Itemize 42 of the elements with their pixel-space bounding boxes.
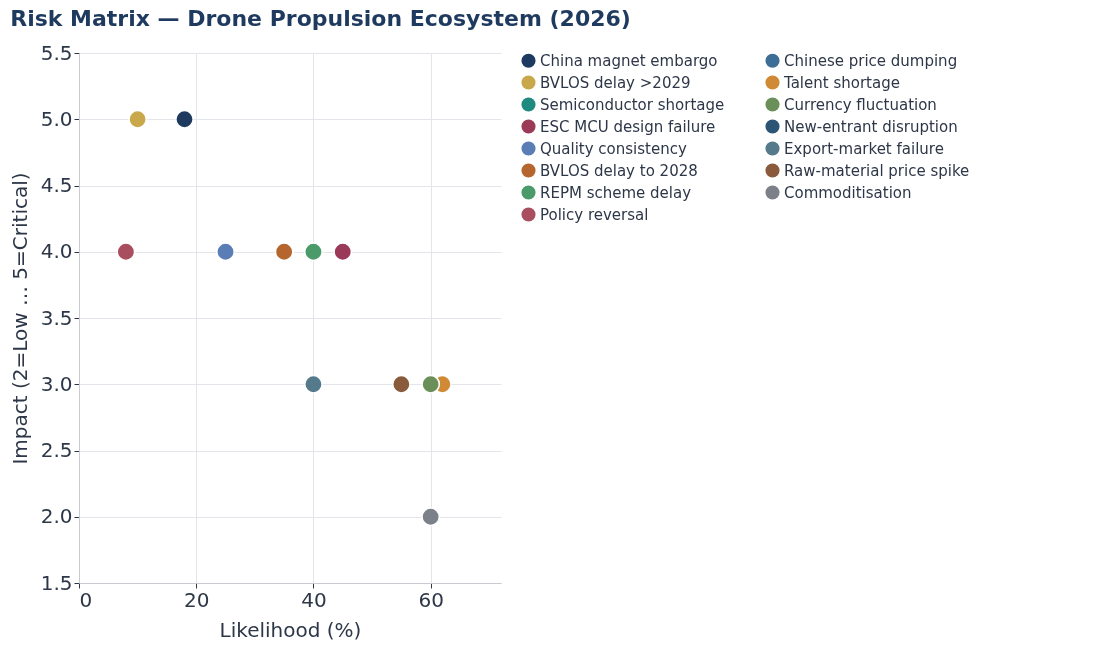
legend-label: BVLOS delay >2029 (540, 73, 691, 92)
legend-label: Commoditisation (784, 183, 912, 202)
point (304, 374, 323, 394)
point (116, 242, 136, 262)
point (274, 242, 294, 262)
legend-label: China magnet embargo (540, 51, 718, 70)
x-tick-label: 20 (184, 587, 210, 612)
point (175, 109, 194, 129)
y-tick-label: 4.5 (40, 173, 73, 197)
x-tick-label: 60 (418, 587, 444, 612)
legend-label: Talent shortage (783, 73, 900, 92)
legend-label: Currency fluctuation (784, 95, 937, 114)
legend-label: Policy reversal (540, 205, 649, 224)
x-tick-label: 40 (301, 587, 327, 612)
legend-label: Chinese price dumping (784, 51, 958, 70)
point (333, 242, 353, 262)
y-tick-label: 1.5 (40, 570, 73, 595)
y-tick-label: 3.0 (40, 371, 73, 396)
y-tick-label: 5.0 (40, 106, 73, 131)
y-tick-label: 2.0 (40, 504, 73, 529)
legend-label: ESC MCU design failure (540, 117, 716, 136)
point (421, 374, 441, 394)
chart-title: Risk Matrix — Drone Propulsion Ecosystem (2026) (10, 6, 631, 31)
y-tick-label: 4.0 (40, 239, 73, 264)
point (128, 109, 148, 129)
x-axis-title: Likelihood (%) (219, 617, 362, 642)
legend-label: New-entrant disruption (784, 117, 958, 136)
point (391, 374, 411, 394)
point (421, 507, 441, 527)
y-tick-label: 3.5 (40, 305, 73, 330)
y-axis-title: Impact (2=Low … 5=Critical) (7, 172, 32, 465)
legend-label: BVLOS delay to 2028 (540, 161, 698, 180)
y-tick-label: 5.5 (40, 40, 73, 65)
point (304, 242, 323, 262)
x-tick-label: 0 (79, 587, 93, 612)
legend-label: Semiconductor shortage (540, 95, 725, 114)
legend-label: Export-market failure (784, 139, 944, 158)
point (216, 242, 235, 262)
legend-label: REPM scheme delay (540, 183, 692, 202)
legend-label: Raw-material price spike (784, 161, 970, 180)
legend-label: Quality consistency (540, 139, 687, 158)
y-tick-label: 2.5 (40, 438, 73, 462)
